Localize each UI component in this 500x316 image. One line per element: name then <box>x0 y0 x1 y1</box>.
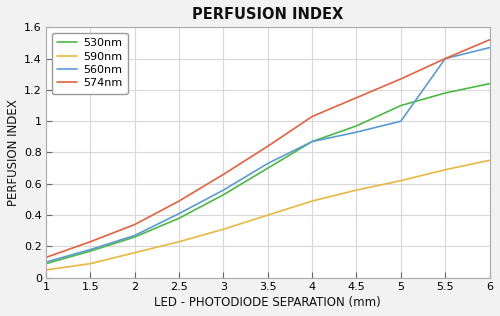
590nm <box>43 268 49 272</box>
530nm <box>132 235 138 239</box>
590nm <box>354 188 360 192</box>
590nm <box>132 251 138 255</box>
530nm <box>486 82 492 86</box>
560nm <box>486 46 492 50</box>
590nm <box>220 227 226 231</box>
590nm <box>88 262 94 265</box>
590nm <box>176 240 182 244</box>
574nm <box>309 115 315 118</box>
560nm <box>132 234 138 237</box>
560nm <box>442 57 448 60</box>
530nm <box>398 104 404 107</box>
574nm <box>354 96 360 100</box>
590nm <box>486 158 492 162</box>
590nm <box>265 213 271 217</box>
530nm <box>220 193 226 197</box>
Line: 590nm: 590nm <box>46 160 490 270</box>
560nm <box>88 248 94 252</box>
574nm <box>132 222 138 226</box>
574nm <box>398 77 404 81</box>
Title: PERFUSION INDEX: PERFUSION INDEX <box>192 7 344 22</box>
590nm <box>398 179 404 183</box>
530nm <box>442 91 448 95</box>
574nm <box>88 240 94 244</box>
574nm <box>265 144 271 148</box>
530nm <box>309 140 315 143</box>
Legend: 530nm, 590nm, 560nm, 574nm: 530nm, 590nm, 560nm, 574nm <box>52 33 128 94</box>
530nm <box>265 166 271 170</box>
590nm <box>442 168 448 172</box>
560nm <box>309 140 315 143</box>
560nm <box>265 161 271 165</box>
Line: 530nm: 530nm <box>46 84 490 264</box>
574nm <box>220 173 226 176</box>
574nm <box>43 255 49 259</box>
560nm <box>43 260 49 264</box>
560nm <box>354 130 360 134</box>
Line: 560nm: 560nm <box>46 48 490 262</box>
Y-axis label: PERFUSION INDEX: PERFUSION INDEX <box>7 99 20 206</box>
574nm <box>486 38 492 42</box>
Line: 574nm: 574nm <box>46 40 490 257</box>
530nm <box>176 216 182 220</box>
560nm <box>398 119 404 123</box>
530nm <box>354 124 360 128</box>
574nm <box>176 199 182 203</box>
530nm <box>88 249 94 253</box>
560nm <box>176 212 182 216</box>
530nm <box>43 262 49 265</box>
590nm <box>309 199 315 203</box>
X-axis label: LED - PHOTODIODE SEPARATION (mm): LED - PHOTODIODE SEPARATION (mm) <box>154 296 381 309</box>
574nm <box>442 57 448 60</box>
560nm <box>220 188 226 192</box>
